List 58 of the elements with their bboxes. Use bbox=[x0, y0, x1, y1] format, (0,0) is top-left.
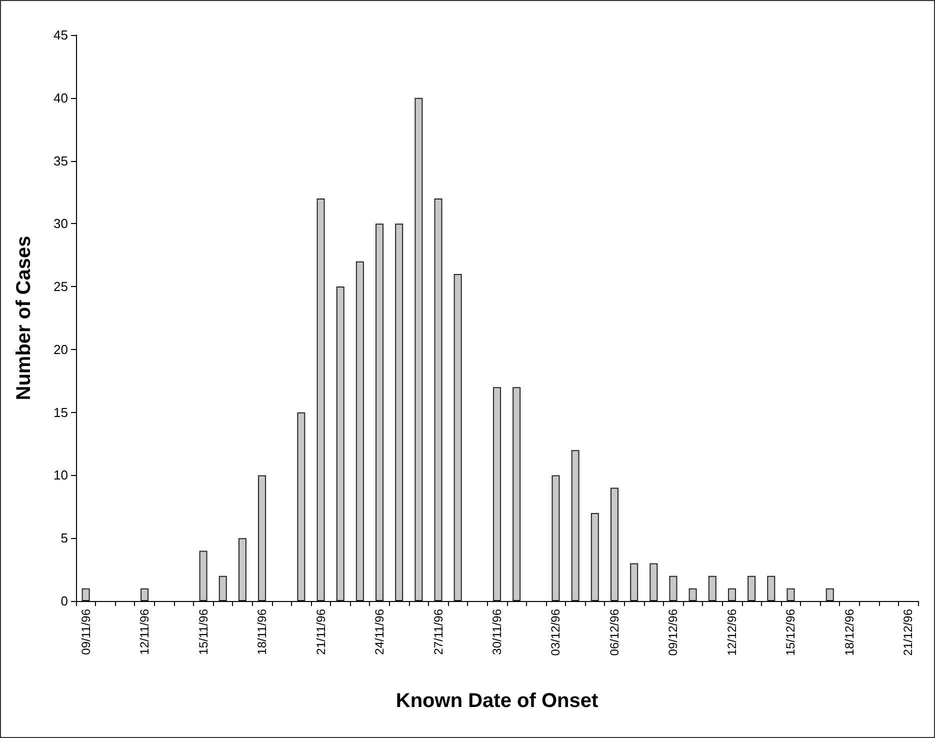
bar bbox=[414, 98, 423, 601]
bar bbox=[218, 576, 227, 601]
bar bbox=[454, 274, 462, 601]
bar bbox=[708, 576, 716, 601]
bar bbox=[669, 576, 678, 601]
bar bbox=[336, 286, 344, 601]
x-tick-label: 24/11/96 bbox=[372, 608, 387, 655]
x-tick-label: 21/11/96 bbox=[314, 608, 328, 655]
bar bbox=[82, 588, 90, 601]
bar bbox=[493, 387, 501, 601]
y-tick-label: 15 bbox=[54, 404, 68, 420]
x-tick-label: 06/12/96 bbox=[607, 608, 622, 656]
x-tick-label: 18/11/96 bbox=[255, 608, 270, 655]
x-tick-label: 15/12/96 bbox=[784, 608, 798, 656]
x-tick-label: 27/11/96 bbox=[431, 608, 446, 655]
y-tick-label: 10 bbox=[54, 468, 68, 483]
y-tick-label: 35 bbox=[54, 153, 68, 168]
bar bbox=[590, 512, 599, 601]
x-axis-title: Known Date of Onset bbox=[396, 690, 598, 712]
bar bbox=[395, 224, 404, 601]
bar bbox=[297, 412, 306, 601]
y-axis-title: Number of Cases bbox=[13, 236, 35, 400]
bar bbox=[552, 475, 560, 601]
bar bbox=[630, 563, 638, 601]
y-tick-label: 45 bbox=[54, 28, 68, 42]
x-tick-label: 09/11/96 bbox=[78, 608, 93, 655]
y-tick-label: 0 bbox=[60, 594, 68, 608]
bar bbox=[728, 588, 736, 601]
bar bbox=[688, 588, 697, 601]
y-tick-label: 25 bbox=[54, 279, 68, 294]
y-tick-label: 40 bbox=[54, 90, 68, 106]
y-tick-label: 30 bbox=[54, 216, 68, 232]
bar bbox=[356, 261, 364, 601]
bar bbox=[650, 563, 658, 601]
bar bbox=[316, 198, 325, 601]
bar bbox=[767, 576, 776, 601]
x-tick-label: 30/11/96 bbox=[490, 608, 504, 655]
y-tick-label: 5 bbox=[60, 530, 68, 546]
bar bbox=[258, 475, 266, 601]
bar bbox=[571, 450, 580, 601]
x-tick-label: 21/12/96 bbox=[901, 608, 916, 656]
bar bbox=[826, 588, 834, 601]
x-tick-label: 15/11/96 bbox=[196, 608, 210, 655]
bar bbox=[199, 550, 208, 601]
x-tick-label: 12/12/96 bbox=[724, 608, 739, 656]
bar bbox=[786, 588, 795, 601]
x-tick-label: 09/12/96 bbox=[666, 608, 680, 656]
bar bbox=[140, 588, 149, 601]
bar bbox=[434, 198, 442, 601]
x-tick-label: 12/11/96 bbox=[138, 608, 152, 655]
bar bbox=[376, 224, 384, 601]
bar bbox=[610, 488, 618, 601]
bar bbox=[748, 576, 756, 601]
y-tick-label: 20 bbox=[54, 342, 68, 357]
bar bbox=[238, 538, 246, 601]
x-tick-label: 03/12/96 bbox=[548, 608, 563, 656]
x-tick-label: 18/12/96 bbox=[842, 608, 856, 656]
bar bbox=[512, 387, 521, 601]
